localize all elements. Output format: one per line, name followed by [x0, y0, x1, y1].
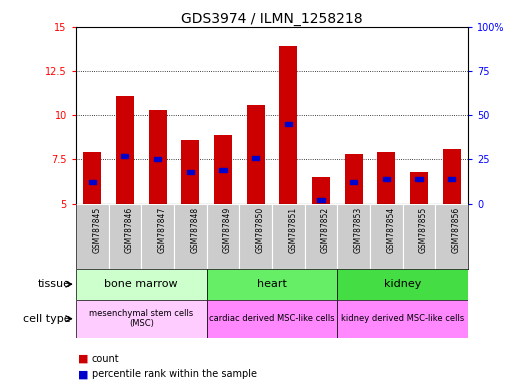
Text: ■: ■ [78, 354, 89, 364]
Text: GSM787849: GSM787849 [223, 207, 232, 253]
Bar [317, 198, 325, 202]
Bar [435, 204, 468, 269]
Text: cardiac derived MSC-like cells: cardiac derived MSC-like cells [209, 314, 335, 323]
Bar [337, 300, 468, 338]
Bar [141, 204, 174, 269]
Bar [76, 204, 109, 269]
Text: GSM787846: GSM787846 [125, 207, 134, 253]
Bar [174, 204, 207, 269]
Bar [121, 154, 129, 158]
Bar [383, 177, 390, 181]
Bar [116, 96, 134, 204]
Bar [403, 204, 435, 269]
Text: GSM787854: GSM787854 [386, 207, 395, 253]
Bar [181, 140, 199, 204]
Text: cell type: cell type [23, 314, 71, 324]
Bar [214, 135, 232, 204]
Bar [88, 180, 96, 184]
Bar [247, 104, 265, 204]
Text: tissue: tissue [38, 279, 71, 289]
Bar [370, 204, 403, 269]
Bar [149, 110, 166, 204]
Text: GSM787855: GSM787855 [419, 207, 428, 253]
Bar [207, 300, 337, 338]
Text: heart: heart [257, 279, 287, 289]
Text: GSM787848: GSM787848 [190, 207, 199, 253]
Text: GSM787852: GSM787852 [321, 207, 330, 253]
Bar [337, 269, 468, 300]
Bar [252, 156, 259, 159]
Bar [76, 269, 207, 300]
Bar [272, 204, 304, 269]
Bar [345, 154, 362, 204]
Bar [304, 204, 337, 269]
Text: count: count [92, 354, 119, 364]
Text: kidney derived MSC-like cells: kidney derived MSC-like cells [341, 314, 464, 323]
Bar [207, 269, 337, 300]
Bar [219, 168, 226, 172]
Text: GSM787851: GSM787851 [288, 207, 297, 253]
Bar [285, 122, 292, 126]
Text: kidney: kidney [384, 279, 422, 289]
Bar [337, 204, 370, 269]
Text: GSM787856: GSM787856 [452, 207, 461, 253]
Title: GDS3974 / ILMN_1258218: GDS3974 / ILMN_1258218 [181, 12, 363, 26]
Bar [443, 149, 461, 204]
Bar [109, 204, 141, 269]
Text: GSM787847: GSM787847 [157, 207, 166, 253]
Bar [415, 177, 423, 181]
Text: GSM787845: GSM787845 [92, 207, 101, 253]
Bar [154, 157, 161, 161]
Bar [312, 177, 330, 204]
Bar [448, 177, 456, 181]
Bar [410, 172, 428, 204]
Text: percentile rank within the sample: percentile rank within the sample [92, 369, 256, 379]
Bar [279, 46, 297, 204]
Text: ■: ■ [78, 369, 89, 379]
Bar [378, 152, 395, 204]
Text: mesenchymal stem cells
(MSC): mesenchymal stem cells (MSC) [89, 309, 194, 328]
Text: bone marrow: bone marrow [105, 279, 178, 289]
Text: GSM787853: GSM787853 [354, 207, 362, 253]
Bar [350, 180, 357, 184]
Bar [83, 152, 101, 204]
Bar [187, 170, 194, 174]
Bar [207, 204, 239, 269]
Text: GSM787850: GSM787850 [256, 207, 265, 253]
Bar [76, 300, 207, 338]
Bar [239, 204, 272, 269]
